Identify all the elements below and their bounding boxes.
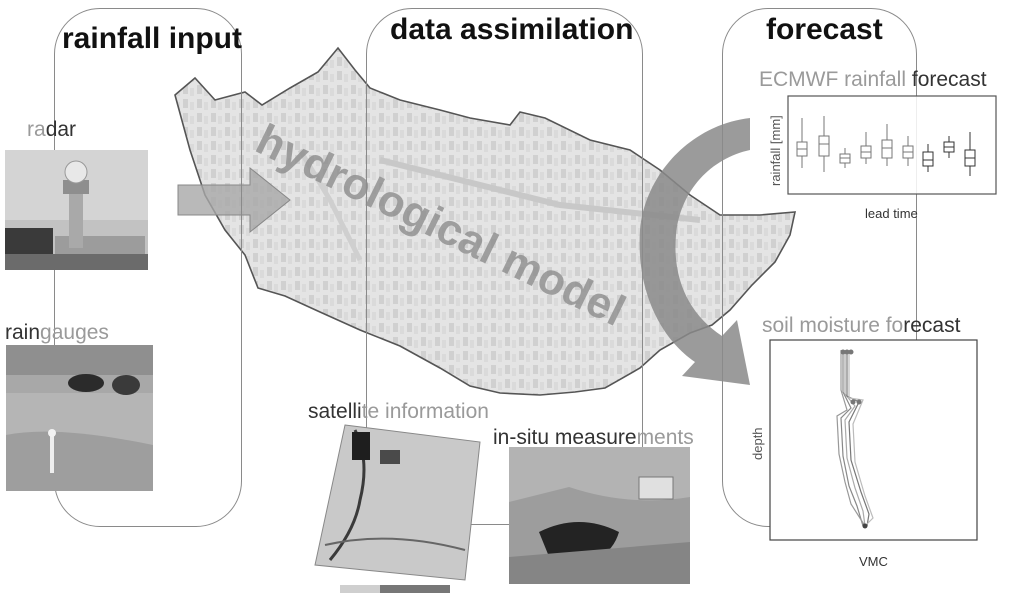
radar-label-part2: dar [45, 118, 77, 141]
rainfall-chart-xlabel: lead time [865, 206, 918, 221]
rainfall-chart-ylabel: rainfall [mm] [768, 115, 783, 186]
satellite-label-part2: te information [361, 400, 489, 423]
heading-rainfall-input: rainfall input [62, 22, 242, 55]
model-area-shape [174, 46, 797, 396]
heading-forecast: forecast [766, 13, 883, 46]
rainfall-boxplots [796, 116, 976, 176]
radar-photo [5, 150, 148, 270]
insitu-label: in-situ measurements [493, 426, 694, 450]
satellite-label-part1: satelli [308, 400, 362, 423]
soil-moisture-markers [840, 349, 868, 529]
soil-chart-frame [769, 339, 978, 541]
soil-moisture-chart: depth VMC [750, 339, 978, 569]
ecmwf-label: ECMWF rainfall forecast [759, 68, 987, 92]
raingauges-label-part2: gauges [40, 321, 109, 344]
satellite-label: satellite information [308, 400, 489, 424]
model-label: hydrological model [249, 115, 633, 336]
ecmwf-label-part2: forecast [911, 68, 987, 91]
raingauges-photo [6, 345, 153, 491]
radar-label-part1: ra [27, 118, 46, 141]
heading-data-assimilation: data assimilation [390, 13, 634, 46]
soil-chart-xlabel: VMC [859, 554, 888, 569]
soil-moisture-label-part2: recast [903, 314, 961, 337]
ecmwf-label-part1: ECMWF rainfall [759, 68, 912, 91]
data-assimilation-panel [366, 8, 643, 525]
soil-moisture-profiles [836, 350, 874, 527]
soil-chart-ylabel: depth [750, 427, 765, 460]
satellite-image [314, 424, 481, 593]
insitu-label-part2: ments [636, 426, 694, 449]
insitu-label-part1: in-situ measure [493, 426, 637, 449]
radar-label: radar [27, 118, 76, 142]
insitu-photo [509, 447, 690, 584]
soil-moisture-label-part1: soil moisture fo [762, 314, 904, 337]
raingauges-label-part1: rain [5, 321, 41, 344]
rainfall-forecast-chart: rainfall [mm] lead time [768, 95, 997, 221]
soil-moisture-label: soil moisture forecast [762, 314, 960, 338]
raingauges-label: raingauges [5, 321, 109, 345]
